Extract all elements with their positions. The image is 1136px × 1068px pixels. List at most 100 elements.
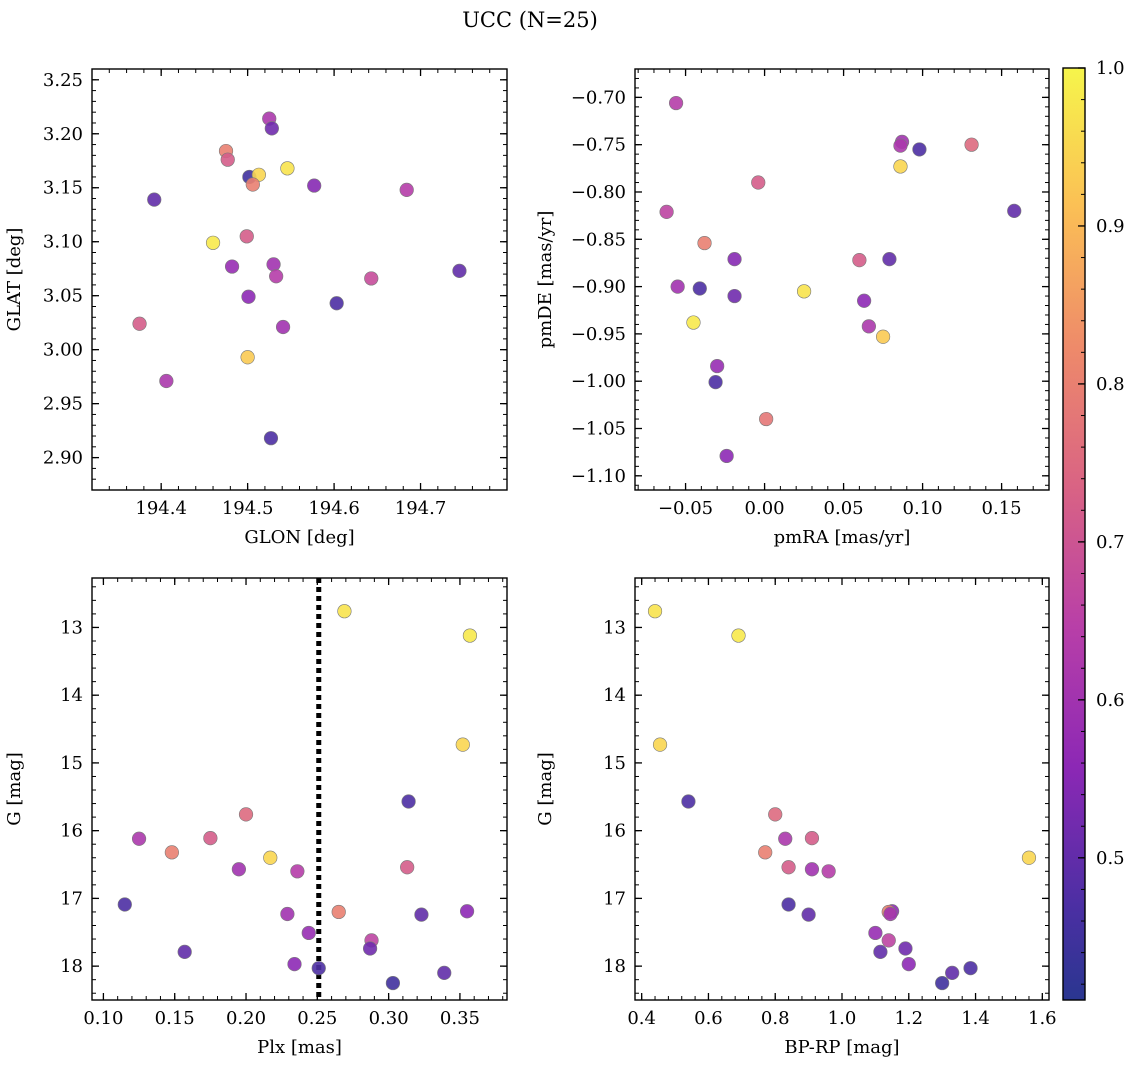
- colorbar-tick-label: 0.5: [1096, 848, 1125, 869]
- scatter-point: [452, 263, 467, 278]
- scatter-point: [796, 284, 812, 299]
- scatter-point: [647, 604, 663, 619]
- scatter-point: [804, 862, 820, 877]
- scatter-point: [758, 845, 773, 860]
- y-tick-label: 16: [60, 821, 83, 842]
- scatter-point: [263, 431, 279, 446]
- y-tick-label: −0.80: [571, 182, 626, 203]
- y-tick-label: 3.00: [43, 340, 83, 361]
- y-tick-label: 2.90: [43, 448, 83, 469]
- scatter-point: [708, 375, 723, 390]
- scatter-point: [329, 296, 344, 311]
- x-tick-label: 0.05: [824, 498, 864, 519]
- scatter-point: [164, 845, 179, 860]
- scatter-point: [668, 95, 684, 111]
- colorbar-tick-label: 0.8: [1096, 374, 1125, 395]
- scatter-point: [177, 944, 192, 960]
- scatter-point: [652, 737, 668, 752]
- x-tick-label: −0.05: [658, 498, 713, 519]
- scatter-point: [912, 142, 927, 157]
- scatter-point: [893, 138, 908, 153]
- scatter-point: [269, 269, 284, 284]
- scatter-point: [280, 906, 295, 922]
- x-tick-label: 0.6: [694, 1008, 723, 1029]
- scatter-point: [159, 373, 174, 389]
- y-tick-label: 3.05: [43, 286, 83, 307]
- axes-frame: [91, 68, 508, 491]
- scatter-point: [287, 956, 302, 972]
- x-tick-label: 0.00: [745, 498, 785, 519]
- scatter-point: [437, 965, 452, 981]
- colorbar-tick-label: 0.6: [1096, 690, 1125, 711]
- x-tick-label: 0.8: [761, 1008, 790, 1029]
- scatter-point: [364, 271, 379, 286]
- scatter-point: [1007, 203, 1022, 219]
- scatter-point: [275, 319, 291, 335]
- y-tick-label: 13: [60, 617, 83, 638]
- scatter-point: [686, 315, 701, 330]
- axes-frame: [634, 68, 1050, 491]
- y-tick-label: −0.70: [571, 87, 626, 108]
- x-tick-label: 0.20: [226, 1008, 266, 1029]
- y-tick-label: −0.75: [571, 135, 626, 156]
- scatter-point: [883, 906, 898, 922]
- scatter-point: [670, 279, 685, 294]
- scatter-point: [935, 975, 950, 991]
- x-axis-label: BP-RP [mag]: [784, 1037, 899, 1058]
- scatter-point: [727, 288, 742, 304]
- scatter-point: [881, 933, 896, 948]
- x-tick-label: 1.4: [961, 1008, 990, 1029]
- scatter-point: [778, 831, 793, 846]
- x-tick-label: 0.35: [440, 1008, 480, 1029]
- points: [647, 604, 1037, 991]
- scatter-point: [385, 975, 401, 991]
- scatter-point: [868, 925, 883, 941]
- scatter-point: [893, 159, 908, 174]
- x-tick-label: 1.2: [894, 1008, 923, 1029]
- scatter-point: [455, 737, 470, 752]
- y-tick-label: −0.85: [571, 229, 626, 250]
- scatter-point: [132, 316, 147, 331]
- panel-glon-glat: 194.4 194.5 194.6 194.7 2.90 2.95 3.00 3.05 3.10…: [4, 68, 508, 548]
- axes-frame: [91, 577, 508, 1001]
- x-axis-label: Plx [mas]: [257, 1037, 342, 1058]
- scatter-point: [768, 807, 783, 822]
- x-tick-label: 1.6: [1028, 1008, 1057, 1029]
- scatter-point: [659, 204, 674, 219]
- y-tick-label: 14: [60, 685, 83, 706]
- scatter-point: [759, 411, 774, 427]
- scatter-point: [710, 358, 725, 374]
- scatter-point: [290, 864, 305, 879]
- scatter-point: [414, 907, 429, 922]
- x-tick-label: 194.4: [135, 498, 187, 519]
- scatter-point: [681, 794, 696, 809]
- y-axis-label: pmDE [mas/yr]: [535, 211, 556, 349]
- y-tick-label: 3.20: [43, 124, 83, 145]
- x-tick-label: 0.4: [627, 1008, 656, 1029]
- y-axis-label: G [mag]: [4, 752, 25, 825]
- y-tick-label: 14: [603, 685, 626, 706]
- scatter-point: [861, 319, 876, 334]
- y-tick-label: 18: [603, 956, 626, 977]
- scatter-point: [857, 293, 872, 308]
- scatter-point: [964, 137, 979, 152]
- scatter-point: [692, 281, 707, 296]
- x-axis-label: pmRA [mas/yr]: [774, 527, 911, 548]
- x-tick-label: 194.6: [308, 498, 360, 519]
- y-tick-label: −0.95: [571, 324, 626, 345]
- x-tick-label: 0.25: [297, 1008, 337, 1029]
- scatter-point: [224, 259, 240, 274]
- scatter-point: [882, 252, 897, 267]
- scatter-point: [781, 860, 796, 875]
- colorbar-gradient: [1062, 67, 1086, 1001]
- x-tick-label: 0.10: [903, 498, 943, 519]
- axes-frame: [634, 577, 1050, 1001]
- x-tick-label: 0.10: [83, 1008, 123, 1029]
- scatter-point: [280, 161, 295, 176]
- scatter-point: [220, 152, 235, 167]
- scatter-point: [1021, 850, 1037, 865]
- y-tick-label: 16: [603, 821, 626, 842]
- scatter-point: [697, 235, 712, 251]
- y-tick-label: 2.95: [43, 394, 83, 415]
- y-axis-label: G [mag]: [535, 752, 556, 825]
